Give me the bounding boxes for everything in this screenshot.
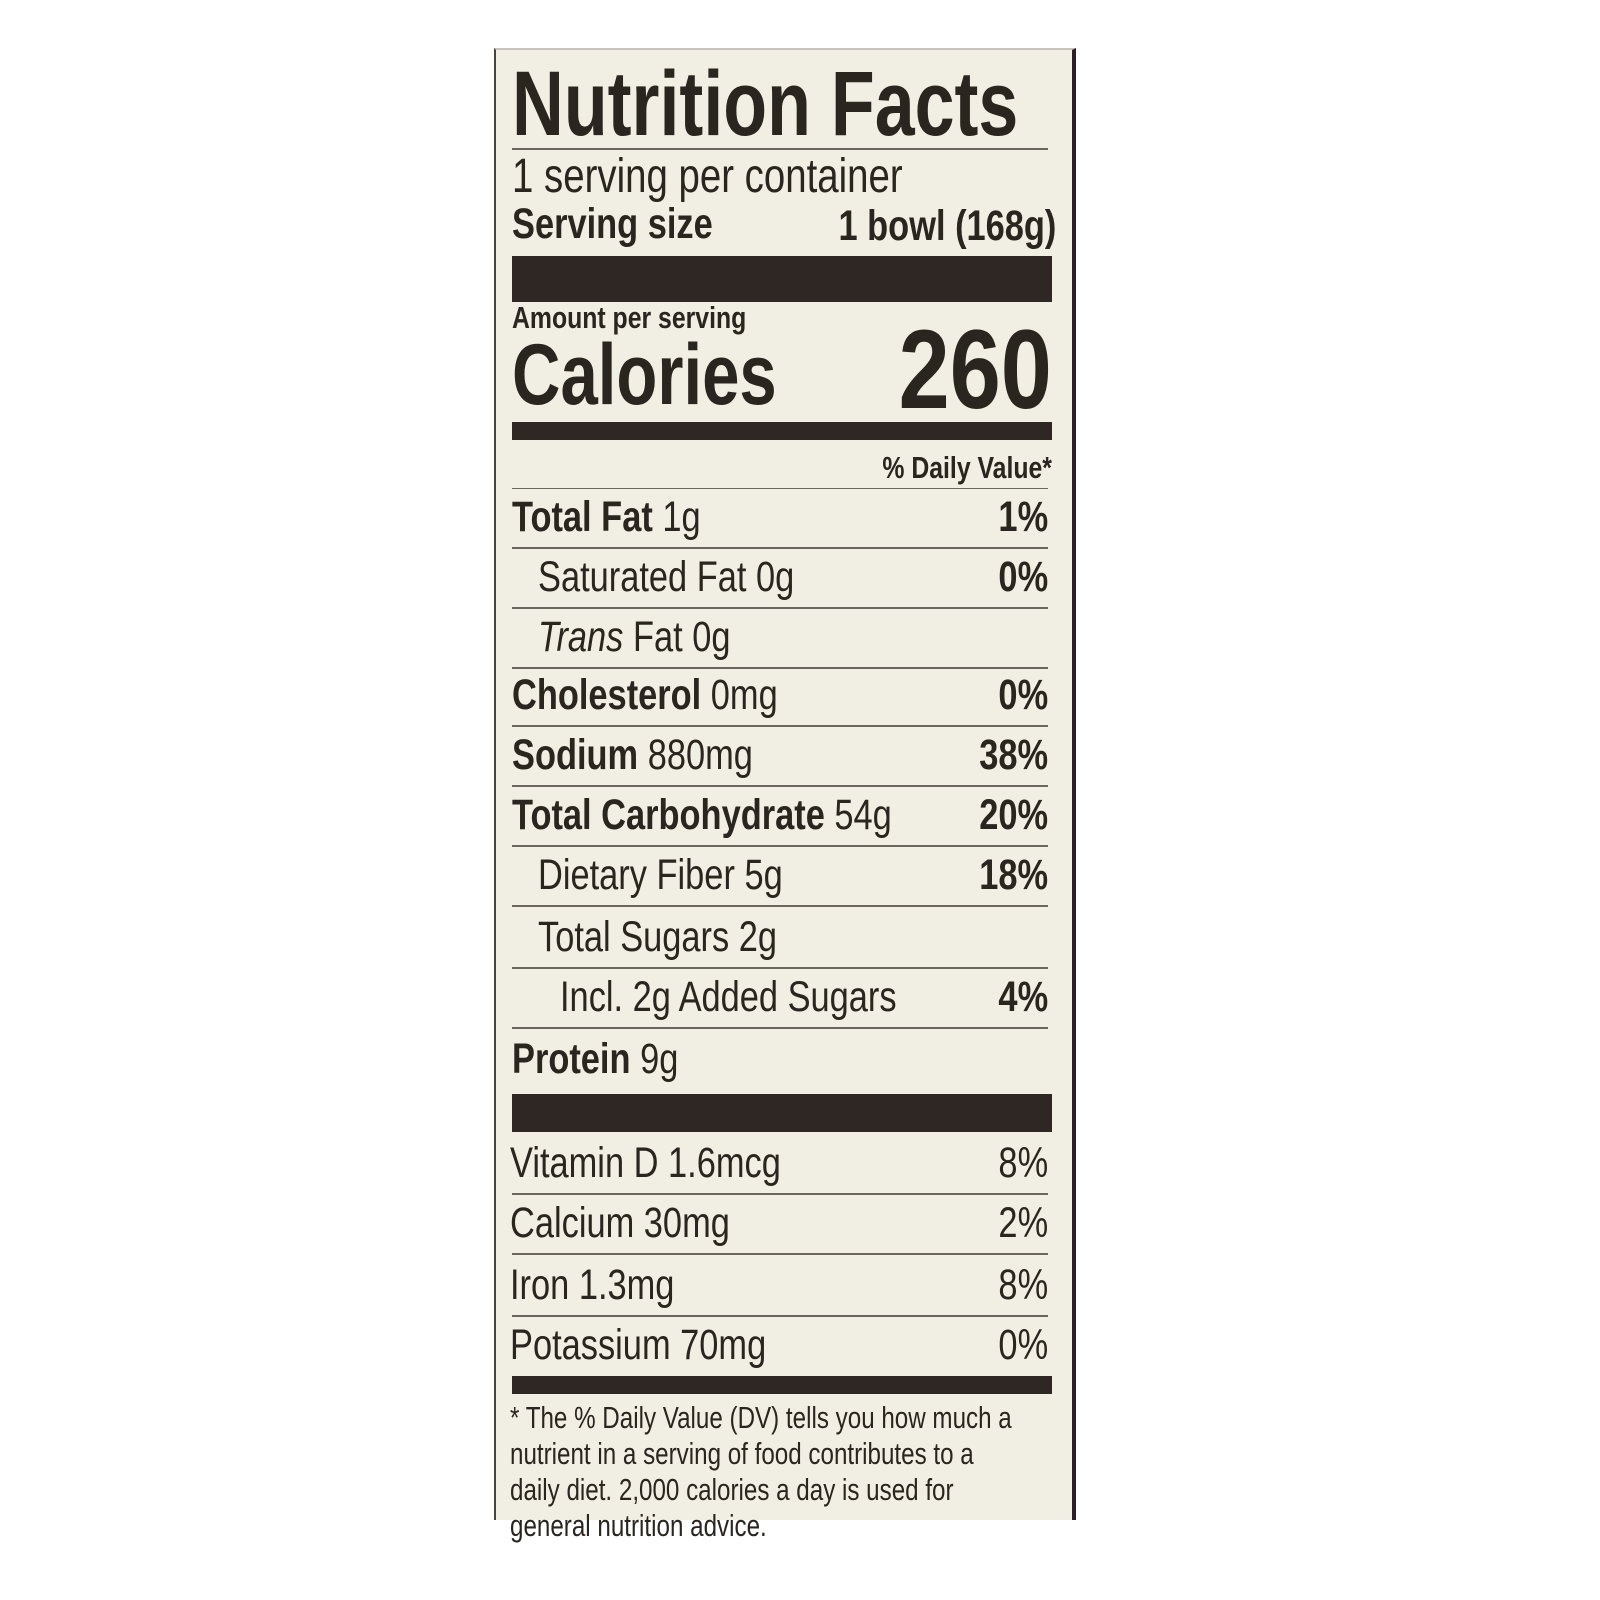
- nutrient-daily-value: 1%: [998, 493, 1048, 541]
- nutrition-facts-label: Nutrition Facts 1 serving per container …: [494, 48, 1076, 1543]
- vitamin-label: Calcium 30mg: [510, 1199, 730, 1247]
- vitamin-row: Potassium 70mg 0%: [510, 1316, 1048, 1374]
- nutrient-amount: 0g: [756, 553, 795, 601]
- nutrient-amount: 5g: [744, 851, 783, 899]
- nutrient-name: Total Fat: [512, 493, 653, 541]
- thick-divider: [512, 1094, 1052, 1132]
- calories-label-text: Calories: [512, 327, 777, 423]
- nutrient-amount: 1g: [662, 493, 701, 541]
- nutrient-daily-value: 38%: [979, 731, 1048, 779]
- nutrient-name: Total Sugars: [538, 913, 730, 961]
- vitamin-daily-value: 0%: [998, 1321, 1048, 1369]
- vitamin-row: Iron 1.3mg 8%: [510, 1256, 1048, 1314]
- nutrient-daily-value: 18%: [979, 851, 1048, 899]
- servings-per-container: 1 serving per container: [512, 152, 1000, 202]
- nutrient-row: Total Sugars 2g: [512, 908, 1048, 966]
- nutrient-label: Sodium 880mg: [512, 726, 753, 784]
- serving-size-label-text: Serving size: [512, 200, 713, 248]
- vitamin-label: Iron 1.3mg: [510, 1261, 675, 1309]
- nutrient-daily-value: 0%: [998, 553, 1048, 601]
- divider: [512, 785, 1048, 787]
- divider: [512, 905, 1048, 907]
- divider: [512, 845, 1048, 847]
- divider: [512, 967, 1048, 969]
- nutrient-amount: 9g: [640, 1035, 679, 1083]
- nutrient-amount: 2g: [738, 913, 778, 961]
- calories-value: 260: [865, 314, 1052, 426]
- medium-divider: [512, 422, 1052, 440]
- thick-divider: [512, 256, 1052, 302]
- calories-value-text: 260: [898, 307, 1052, 432]
- vitamin-row: Vitamin D 1.6mcg 8%: [510, 1134, 1048, 1192]
- serving-size-value: 1 bowl (168g): [784, 202, 1056, 250]
- divider: [512, 1027, 1048, 1029]
- nutrient-row: Sodium 880mg 38%: [512, 726, 1048, 784]
- serving-size-label: Serving size: [512, 200, 763, 248]
- divider: [512, 1315, 1048, 1317]
- divider: [512, 148, 1048, 150]
- nutrient-daily-value: 4%: [998, 973, 1048, 1021]
- vitamin-daily-value: 2%: [998, 1199, 1048, 1247]
- nutrient-amount: 880mg: [647, 731, 753, 779]
- nutrient-row: Incl. 2g Added Sugars 4%: [512, 968, 1048, 1026]
- serving-size-value-text: 1 bowl (168g): [838, 202, 1056, 250]
- nutrient-daily-value: 20%: [979, 791, 1048, 839]
- nutrient-label: Trans Fat 0g: [538, 608, 731, 666]
- vitamin-daily-value: 8%: [998, 1139, 1048, 1187]
- nutrient-amount: 0mg: [710, 671, 778, 719]
- nutrient-name: Sodium: [512, 731, 639, 779]
- calories-label: Calories: [512, 332, 851, 418]
- nutrient-row: Total Fat 1g 1%: [512, 488, 1048, 546]
- nutrient-row: Cholesterol 0mg 0%: [512, 666, 1048, 724]
- daily-value-header-text: % Daily Value*: [882, 450, 1052, 485]
- divider: [512, 667, 1048, 669]
- nutrient-label: Total Carbohydrate 54g: [512, 786, 892, 844]
- nutrient-amount: 0g: [692, 613, 731, 661]
- nutrient-name: Total Carbohydrate: [512, 791, 825, 839]
- nutrient-label: Dietary Fiber 5g: [538, 846, 783, 904]
- nutrient-row: Total Carbohydrate 54g 20%: [512, 786, 1048, 844]
- amount-per-serving-text: Amount per serving: [512, 300, 747, 335]
- nutrient-amount: 54g: [834, 791, 892, 839]
- vitamin-label: Potassium 70mg: [510, 1321, 767, 1369]
- nutrient-label: Cholesterol 0mg: [512, 666, 778, 724]
- amount-per-serving: Amount per serving: [512, 300, 805, 336]
- nutrient-label: Saturated Fat 0g: [538, 548, 794, 606]
- nutrient-name: Cholesterol: [512, 671, 702, 719]
- nutrient-name: Fat: [632, 613, 683, 661]
- daily-value-header: % Daily Value*: [840, 450, 1052, 486]
- divider: [512, 1253, 1048, 1255]
- nutrient-row: Saturated Fat 0g 0%: [512, 548, 1048, 606]
- nutrient-name: Protein: [512, 1035, 631, 1083]
- footnote-text: * The % Daily Value (DV) tells you how m…: [510, 1400, 1012, 1543]
- divider: [512, 547, 1048, 549]
- nutrient-daily-value: 0%: [998, 671, 1048, 719]
- nutrient-label: Protein 9g: [512, 1030, 678, 1088]
- vitamin-label: Vitamin D 1.6mcg: [510, 1139, 781, 1187]
- nutrient-name: Incl. 2g Added Sugars: [560, 973, 897, 1021]
- nutrient-label: Total Fat 1g: [512, 488, 701, 546]
- nutrient-name: Dietary Fiber: [538, 851, 735, 899]
- label-title: Nutrition Facts: [512, 58, 1161, 150]
- divider: [512, 488, 1048, 489]
- servings-text: 1 serving per container: [512, 150, 903, 203]
- nutrient-row: Trans Fat 0g: [512, 608, 1048, 666]
- nutrient-label-italic: Trans: [538, 613, 624, 661]
- nutrient-name: Saturated Fat: [538, 553, 747, 601]
- title-text: Nutrition Facts: [512, 53, 1019, 155]
- nutrient-label: Total Sugars 2g: [538, 908, 777, 966]
- vitamin-daily-value: 8%: [998, 1261, 1048, 1309]
- divider: [512, 1193, 1048, 1195]
- divider: [512, 725, 1048, 727]
- vitamin-row: Calcium 30mg 2%: [510, 1194, 1048, 1252]
- nutrient-row: Dietary Fiber 5g 18%: [512, 846, 1048, 904]
- footnote: * The % Daily Value (DV) tells you how m…: [510, 1400, 1070, 1544]
- medium-divider: [512, 1376, 1052, 1394]
- nutrient-label: Incl. 2g Added Sugars: [560, 968, 897, 1026]
- divider: [512, 607, 1048, 609]
- nutrient-row: Protein 9g: [512, 1030, 1048, 1088]
